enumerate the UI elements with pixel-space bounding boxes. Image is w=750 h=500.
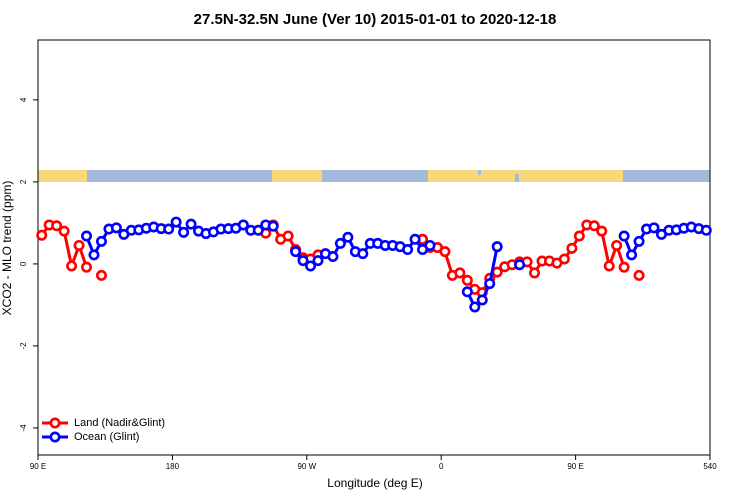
data-point	[409, 233, 421, 245]
data-point	[424, 239, 436, 251]
y-tick-label: -2	[19, 342, 28, 350]
data-point	[357, 248, 369, 260]
land-strip	[38, 170, 87, 182]
y-tick-label: 0	[19, 261, 28, 266]
data-point	[648, 222, 660, 234]
legend-marker	[49, 431, 61, 443]
data-point	[454, 267, 466, 279]
legend-label: Ocean (Glint)	[74, 431, 139, 443]
data-point	[178, 226, 190, 238]
x-tick-label: 540	[703, 462, 717, 471]
data-point	[81, 230, 93, 242]
data-point	[342, 231, 354, 243]
x-tick-label: 180	[166, 462, 180, 471]
data-point	[633, 269, 645, 281]
data-point	[334, 237, 346, 249]
data-point	[566, 242, 578, 254]
x-tick-label: 90 E	[30, 462, 46, 471]
data-point	[402, 244, 414, 256]
data-point	[484, 278, 496, 290]
data-point	[51, 220, 63, 232]
ocean-strip	[515, 174, 519, 182]
data-point	[252, 224, 264, 236]
data-point	[290, 246, 302, 258]
data-point	[469, 301, 481, 313]
x-axis-label: Longitude (deg E)	[327, 476, 422, 490]
data-point	[700, 224, 712, 236]
y-axis-label: XCO2 - MLO trend (ppm)	[0, 181, 14, 316]
land-strip	[428, 170, 623, 182]
data-point	[491, 241, 503, 253]
land-strip	[272, 170, 322, 182]
data-point	[237, 219, 249, 231]
data-point	[327, 251, 339, 263]
data-point	[529, 267, 541, 279]
data-point	[36, 229, 48, 241]
data-point	[596, 225, 608, 237]
legend-marker	[49, 417, 61, 429]
data-point	[170, 216, 182, 228]
data-point	[618, 261, 630, 273]
data-point	[282, 230, 294, 242]
chart-title: 27.5N-32.5N June (Ver 10) 2015-01-01 to …	[194, 11, 557, 28]
x-tick-label: 90 W	[297, 462, 316, 471]
x-tick-label: 90 E	[567, 462, 583, 471]
data-point	[110, 222, 122, 234]
x-tick-label: 0	[439, 462, 444, 471]
data-point	[626, 249, 638, 261]
ocean-strip	[478, 170, 481, 175]
data-point	[618, 230, 630, 242]
y-tick-label: 2	[19, 179, 28, 184]
data-point	[297, 255, 309, 267]
land-ocean-strip	[38, 170, 710, 182]
y-tick-label: 4	[19, 97, 28, 102]
data-point	[633, 235, 645, 247]
data-point	[95, 269, 107, 281]
data-point	[558, 253, 570, 265]
data-point	[611, 239, 623, 251]
data-point	[514, 259, 526, 271]
plot-frame	[37, 39, 711, 456]
data-point	[88, 249, 100, 261]
data-point	[73, 239, 85, 251]
data-point	[573, 230, 585, 242]
data-point	[81, 261, 93, 273]
data-point	[603, 260, 615, 272]
data-point	[461, 274, 473, 286]
data-point	[95, 235, 107, 247]
data-point	[185, 218, 197, 230]
data-point	[66, 260, 78, 272]
data-point	[461, 286, 473, 298]
data-point	[439, 246, 451, 258]
data-point	[58, 225, 70, 237]
data-point	[305, 260, 317, 272]
data-point	[312, 255, 324, 267]
data-point	[476, 294, 488, 306]
data-point	[163, 223, 175, 235]
data-point	[588, 220, 600, 232]
legend-label: Land (Nadir&Glint)	[74, 417, 165, 429]
y-tick-label: -4	[19, 424, 28, 432]
data-point	[267, 220, 279, 232]
